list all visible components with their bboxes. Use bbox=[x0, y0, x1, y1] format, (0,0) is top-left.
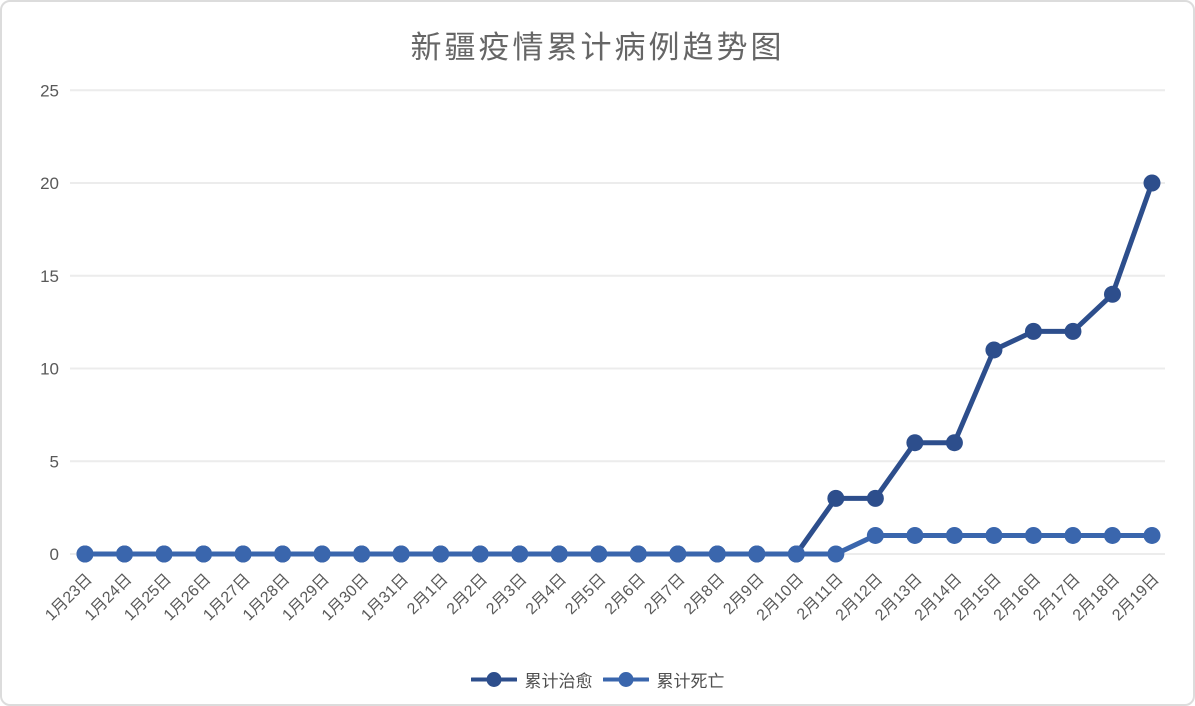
data-point-marker bbox=[985, 341, 1003, 359]
chart-title: 新疆疫情累计病例趋势图 bbox=[410, 30, 785, 65]
data-point-marker bbox=[827, 545, 845, 563]
legend-item-0[interactable]: 累计治愈 bbox=[470, 667, 593, 692]
x-axis-tick-label: 2月7日 bbox=[641, 571, 688, 618]
data-point-marker bbox=[1143, 526, 1161, 544]
data-point-marker bbox=[1064, 322, 1082, 340]
data-point-marker bbox=[669, 545, 687, 563]
data-point-marker bbox=[945, 526, 963, 544]
data-point-marker bbox=[432, 545, 450, 563]
data-point-marker bbox=[787, 545, 805, 563]
data-point-marker bbox=[1024, 322, 1042, 340]
legend-item-label: 累计治愈 bbox=[524, 672, 593, 691]
data-point-marker bbox=[1103, 285, 1121, 303]
data-point-marker bbox=[76, 545, 94, 563]
legend-item-label: 累计死亡 bbox=[656, 672, 725, 691]
data-point-marker bbox=[392, 545, 410, 563]
data-point-marker bbox=[945, 434, 963, 452]
x-axis-tick-label: 2月8日 bbox=[681, 571, 728, 618]
y-axis-tick-label: 15 bbox=[40, 267, 59, 286]
data-point-marker bbox=[155, 545, 173, 563]
data-point-marker bbox=[1064, 526, 1082, 544]
data-point-marker bbox=[1024, 526, 1042, 544]
y-axis-tick-label: 0 bbox=[50, 545, 59, 564]
y-axis-tick-label: 25 bbox=[40, 81, 59, 100]
data-point-marker bbox=[274, 545, 292, 563]
data-point-marker bbox=[511, 545, 529, 563]
data-point-marker bbox=[827, 489, 845, 507]
data-point-marker bbox=[866, 489, 884, 507]
y-axis-tick-label: 10 bbox=[40, 360, 59, 379]
x-axis-tick-label: 2月1日 bbox=[404, 571, 451, 618]
legend-marker-icon bbox=[602, 672, 649, 687]
x-axis-tick-label: 2月6日 bbox=[602, 571, 649, 618]
legend-item-1[interactable]: 累计死亡 bbox=[602, 667, 725, 692]
data-point-marker bbox=[1143, 174, 1161, 192]
data-point-marker bbox=[906, 526, 924, 544]
data-point-marker bbox=[590, 545, 608, 563]
data-point-marker bbox=[748, 545, 766, 563]
data-point-marker bbox=[471, 545, 489, 563]
legend-marker-icon bbox=[470, 672, 517, 687]
y-axis-tick-label: 5 bbox=[50, 452, 59, 471]
data-point-marker bbox=[116, 545, 134, 563]
x-axis-tick-label: 2月4日 bbox=[523, 571, 570, 618]
data-point-marker bbox=[629, 545, 647, 563]
data-point-marker bbox=[866, 526, 884, 544]
data-point-marker bbox=[550, 545, 568, 563]
data-point-marker bbox=[195, 545, 213, 563]
data-point-marker bbox=[1103, 526, 1121, 544]
series-line-1 bbox=[82, 532, 1155, 557]
data-point-marker bbox=[708, 545, 726, 563]
data-point-marker bbox=[985, 526, 1003, 544]
x-axis-tick-label: 2月2日 bbox=[444, 571, 491, 618]
data-point-marker bbox=[906, 434, 924, 452]
data-point-marker bbox=[313, 545, 331, 563]
chart-legend: 累计治愈 累计死亡 bbox=[2, 667, 1193, 692]
data-point-marker bbox=[353, 545, 371, 563]
data-point-marker bbox=[234, 545, 252, 563]
x-axis-tick-label: 2月3日 bbox=[483, 571, 530, 618]
y-axis-tick-label: 20 bbox=[40, 174, 59, 193]
x-axis-tick-label: 2月5日 bbox=[562, 571, 609, 618]
